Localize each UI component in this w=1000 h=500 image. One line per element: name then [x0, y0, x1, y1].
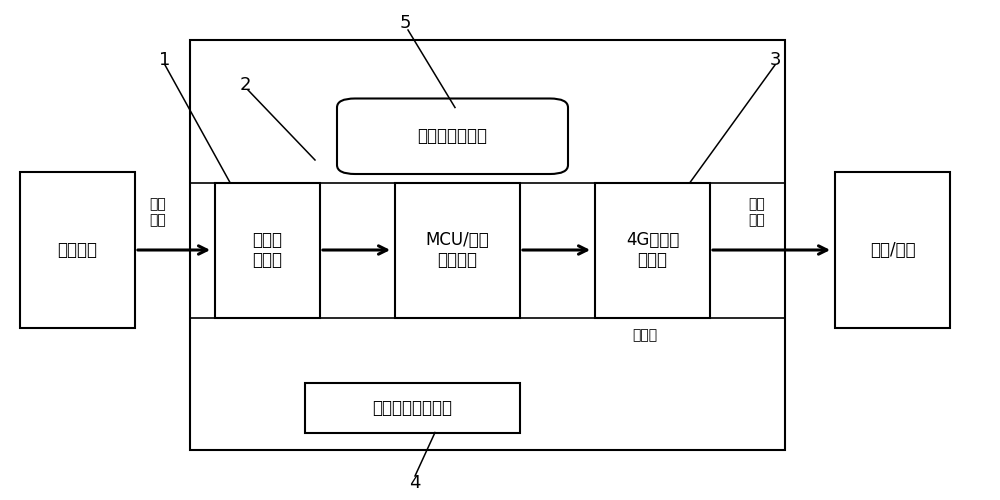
- Bar: [20, 172, 135, 328]
- Bar: [190, 40, 785, 450]
- Text: 1: 1: [159, 51, 171, 69]
- Text: 高可靠电源单元: 高可靠电源单元: [418, 127, 488, 145]
- Bar: [305, 382, 520, 432]
- Text: 4: 4: [409, 474, 421, 492]
- Bar: [835, 172, 950, 328]
- Text: 橇装油罐: 橇装油罐: [58, 241, 98, 259]
- Bar: [215, 182, 320, 318]
- Text: 5: 5: [399, 14, 411, 32]
- Text: 运营商: 运营商: [632, 328, 658, 342]
- Text: 2: 2: [239, 76, 251, 94]
- FancyBboxPatch shape: [337, 98, 568, 174]
- Text: 网络通信切换单元: 网络通信切换单元: [372, 398, 452, 416]
- Text: 用户/后台: 用户/后台: [870, 241, 915, 259]
- Text: 液位
信息: 液位 信息: [749, 198, 765, 228]
- Bar: [595, 182, 710, 318]
- Text: 数据接
收单元: 数据接 收单元: [252, 230, 283, 270]
- Text: 3: 3: [769, 51, 781, 69]
- Text: 液位
信息: 液位 信息: [150, 198, 166, 228]
- Text: 4G数据传
输单元: 4G数据传 输单元: [626, 230, 679, 270]
- Bar: [395, 182, 520, 318]
- Text: MCU/数据
处理单元: MCU/数据 处理单元: [426, 230, 489, 270]
